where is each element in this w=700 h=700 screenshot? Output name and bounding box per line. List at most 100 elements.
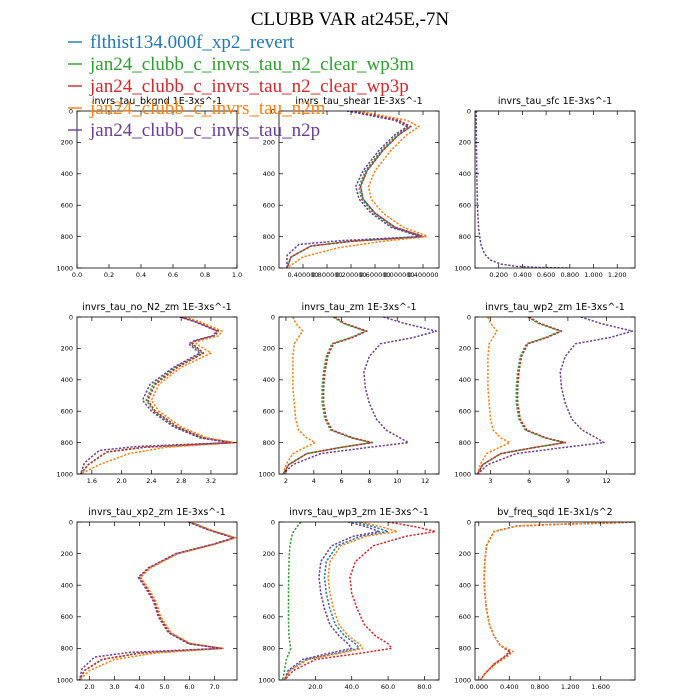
plot-frame — [278, 521, 440, 681]
x-tick-label: 1.200 — [561, 683, 580, 691]
x-tick-label: 0.0 — [72, 271, 82, 279]
y-tick-label: 0 — [271, 518, 275, 526]
x-tick-label: 7.0 — [209, 683, 219, 691]
series-line-4 — [283, 522, 398, 680]
y-tick-label: 400 — [263, 376, 275, 384]
x-tick-label: 0.8 — [200, 271, 210, 279]
x-tick-label: 1.000 — [584, 271, 603, 279]
x-tick-label: 6 — [340, 477, 344, 485]
y-tick-label: 600 — [459, 613, 471, 621]
y-tick-label: 400 — [459, 376, 471, 384]
x-tick-label: 3.0 — [109, 683, 119, 691]
y-tick-label: 600 — [459, 202, 471, 210]
legend-entry-3: jan24_clubb_c_invrs_tau_n2_clear_wp3p — [68, 76, 409, 97]
series-line-1 — [80, 317, 235, 474]
x-tick-label: 2 — [284, 477, 288, 485]
x-tick-label: 60.0 — [381, 683, 395, 691]
x-tick-label: 9 — [566, 477, 570, 485]
x-tick-label: 4.0 — [134, 683, 144, 691]
y-tick-label: 400 — [263, 170, 275, 178]
y-tick-label: 1000 — [454, 676, 471, 684]
y-tick-label: 0 — [271, 313, 275, 321]
x-tick-label: 0.800 — [561, 271, 580, 279]
y-tick-label: 400 — [263, 582, 275, 590]
x-tick-label: 1.6 — [87, 477, 97, 485]
x-tick-label: 0.600000 — [359, 271, 390, 279]
x-tick-label: 0.2 — [104, 271, 114, 279]
legend-entry-4: jan24_clubb_c_invrs_tau_n2m — [68, 98, 326, 119]
series-line-3 — [80, 317, 235, 474]
x-tick-label: 0.000 — [470, 683, 489, 691]
x-tick-label: 6 — [527, 477, 531, 485]
x-tick-label: 0.400 — [513, 271, 532, 279]
y-tick-label: 800 — [459, 439, 471, 447]
y-tick-label: 1000 — [258, 676, 275, 684]
y-tick-label: 200 — [61, 139, 73, 147]
panel-title: invrs_tau_shear 1E-3xs^-1 — [295, 96, 422, 107]
series-line-4 — [80, 317, 236, 474]
y-tick-label: 200 — [61, 345, 73, 353]
panel-title: invrs_tau_sfc 1E-3xs^-1 — [498, 96, 612, 107]
x-tick-label: 0.400000 — [407, 271, 438, 279]
series-line-3 — [479, 522, 632, 680]
y-tick-label: 200 — [263, 345, 275, 353]
y-tick-label: 800 — [263, 645, 275, 653]
legend-entry-1: flthist134.000f_xp2_revert — [68, 32, 295, 53]
x-tick-label: 0.4 — [136, 271, 146, 279]
y-tick-label: 0 — [69, 313, 73, 321]
legend-label: jan24_clubb_c_invrs_tau_n2p — [89, 120, 320, 141]
y-tick-label: 1000 — [56, 676, 73, 684]
y-tick-label: 0 — [271, 107, 275, 115]
series-line-1 — [475, 111, 570, 268]
panel-4: invrs_tau_no_N2_zm 1E-3xs^-1 0 200 400 600 80… — [56, 302, 238, 485]
legend-label: flthist134.000f_xp2_revert — [90, 32, 295, 53]
y-tick-label: 0 — [69, 107, 73, 115]
series-line-4 — [282, 317, 316, 474]
panel-6: invrs_tau_wp2_zm 1E-3xs^-1 0 200 400 600 800 1… — [454, 302, 636, 485]
legend: flthist134.000f_xp2_revert jan24_clubb_c_… — [68, 32, 414, 141]
y-tick-label: 1000 — [258, 470, 275, 478]
panel-2: invrs_tau_shear 1E-3xs^-1 0 200 400 600 800 10… — [258, 96, 440, 279]
x-tick-label: 2.0 — [84, 683, 94, 691]
x-tick-label: 0.200 — [489, 271, 508, 279]
y-tick-label: 800 — [263, 233, 275, 241]
series-line-5 — [79, 317, 232, 474]
legend-label: jan24_clubb_c_invrs_tau_n2_clear_wp3p — [89, 76, 409, 97]
series-line-1 — [283, 522, 389, 680]
x-tick-label: 1.200 — [608, 271, 627, 279]
series-line-4 — [476, 317, 511, 474]
panel-grid: invrs_tau_bkgnd 1E-3xs^-1020040060080010… — [56, 96, 636, 691]
y-tick-label: 800 — [61, 439, 73, 447]
x-tick-label: 40.0 — [344, 683, 358, 691]
series-line-5 — [78, 522, 235, 680]
y-tick-label: 200 — [61, 550, 73, 558]
y-tick-label: 0 — [69, 518, 73, 526]
y-tick-label: 1000 — [258, 264, 275, 272]
series-line-3 — [282, 317, 373, 474]
y-tick-label: 200 — [263, 550, 275, 558]
y-tick-label: 800 — [459, 645, 471, 653]
y-tick-label: 400 — [459, 582, 471, 590]
y-tick-label: 200 — [459, 550, 471, 558]
plot-frame — [76, 521, 238, 681]
x-tick-label: 3 — [488, 477, 492, 485]
series-line-4 — [286, 111, 428, 268]
y-tick-label: 200 — [263, 139, 275, 147]
series-line-5 — [286, 111, 421, 268]
x-tick-label: 0.400000 — [287, 271, 318, 279]
series-line-1 — [479, 522, 632, 680]
x-tick-label: 5.0 — [159, 683, 169, 691]
panel-title: invrs_tau_bkgnd 1E-3xs^-1 — [92, 96, 222, 107]
y-tick-label: 1000 — [454, 264, 471, 272]
x-tick-label: 80.0 — [417, 683, 431, 691]
series-line-5 — [477, 317, 634, 474]
y-tick-label: 1000 — [454, 470, 471, 478]
y-tick-label: 400 — [61, 582, 73, 590]
panel-3: invrs_tau_sfc 1E-3xs^-1 0 200 400 600 800 1000… — [454, 96, 636, 279]
plot-frame — [474, 316, 636, 475]
x-tick-label: 12 — [421, 477, 429, 485]
panel-1: invrs_tau_bkgnd 1E-3xs^-1 0 200 400 600 800 10… — [56, 96, 242, 279]
x-tick-label: 2.4 — [146, 477, 156, 485]
panel-title: invrs_tau_zm 1E-3xs^-1 — [302, 302, 417, 313]
